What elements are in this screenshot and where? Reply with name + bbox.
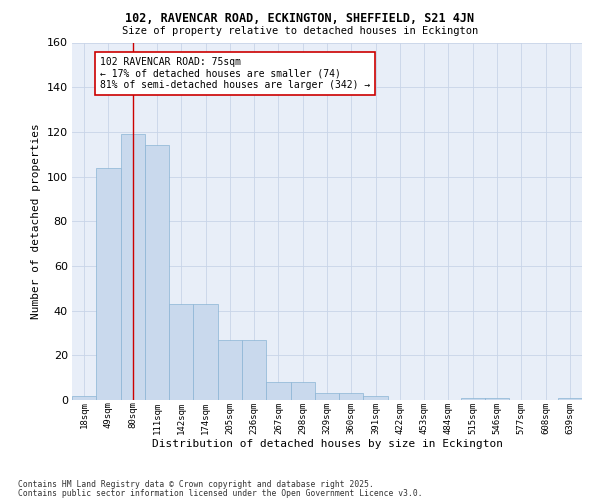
Bar (121, 134, 145, 400)
Text: Contains HM Land Registry data © Crown copyright and database right 2025.: Contains HM Land Registry data © Crown c… (18, 480, 374, 489)
Bar (72, 396, 96, 400)
Bar (218, 340, 242, 400)
Bar (461, 398, 485, 400)
Bar (364, 396, 388, 400)
Bar (145, 146, 169, 400)
Bar (193, 304, 218, 400)
Bar (242, 340, 266, 400)
Bar (315, 394, 339, 400)
Text: 102, RAVENCAR ROAD, ECKINGTON, SHEFFIELD, S21 4JN: 102, RAVENCAR ROAD, ECKINGTON, SHEFFIELD… (125, 12, 475, 26)
Bar (290, 382, 315, 400)
Text: Size of property relative to detached houses in Eckington: Size of property relative to detached ho… (122, 26, 478, 36)
Bar (169, 304, 193, 400)
Bar (266, 382, 290, 400)
Bar (339, 394, 364, 400)
Bar (96, 168, 121, 400)
Bar (558, 398, 582, 400)
Bar (485, 398, 509, 400)
Y-axis label: Number of detached properties: Number of detached properties (31, 124, 41, 319)
Text: Contains public sector information licensed under the Open Government Licence v3: Contains public sector information licen… (18, 488, 422, 498)
Text: 102 RAVENCAR ROAD: 75sqm
← 17% of detached houses are smaller (74)
81% of semi-d: 102 RAVENCAR ROAD: 75sqm ← 17% of detach… (100, 57, 370, 90)
X-axis label: Distribution of detached houses by size in Eckington: Distribution of detached houses by size … (151, 439, 503, 449)
